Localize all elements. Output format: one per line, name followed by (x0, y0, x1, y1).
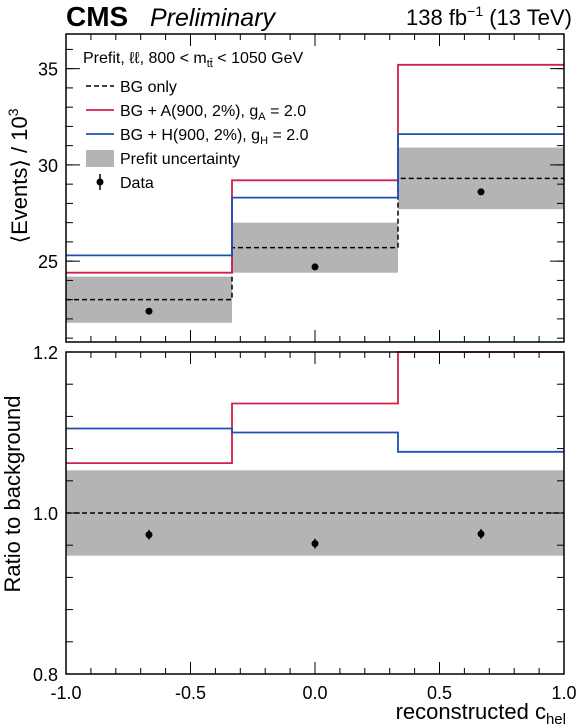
top-signal-H-line (66, 133, 564, 257)
top-panel: 25 30 35 (38, 33, 565, 343)
legend-data-marker (96, 178, 104, 186)
legend-bg-label: BG only (120, 79, 177, 96)
top-data-point-2 (477, 188, 485, 196)
top-signal-A-line (66, 63, 564, 274)
bottom-x-tick-label-0: -1.0 (50, 683, 81, 703)
top-y-tick-label-1: 30 (38, 156, 58, 176)
legend-signal-h-label: BG + H(900, 2%), gH = 2.0 (120, 127, 309, 147)
lumi-label: 138 fb−1 (13 TeV) (406, 3, 572, 30)
bottom-data-point-1 (311, 540, 319, 548)
top-bg-line (66, 177, 564, 301)
top-data-point-1 (311, 263, 319, 271)
bottom-panel: -1.0 -0.5 0.0 0.5 1.0 0.8 1.0 1.2 (33, 343, 577, 703)
bottom-x-tick-label-2: 0.0 (302, 683, 327, 703)
bottom-y-tick-label-1: 1.0 (33, 504, 58, 524)
bottom-data-point-0 (145, 531, 153, 539)
bottom-uncertainty-bin-2 (397, 470, 564, 556)
x-axis-title: reconstructed chel (396, 699, 566, 726)
legend-signal-a-label: BG + A(900, 2%), gA = 2.0 (120, 103, 306, 123)
selection-annotation: Prefit, ℓℓ, 800 < mtt̄ < 1050 GeV (83, 50, 303, 70)
bottom-y-axis-title: Ratio to background (0, 396, 25, 593)
legend: BG only BG + A(900, 2%), gA = 2.0 BG + H… (86, 79, 309, 192)
cms-label: CMS (66, 1, 128, 32)
legend-data-label: Data (120, 175, 154, 192)
top-y-tick-label-0: 25 (38, 252, 58, 272)
bottom-signal-H-line (66, 427, 564, 453)
bottom-y-tick-label-0: 0.8 (33, 665, 58, 685)
top-y-axis-title: ⟨Events⟩ / 103 (5, 108, 32, 243)
legend-uncertainty-marker (86, 150, 114, 167)
legend-uncertainty-label: Prefit uncertainty (120, 151, 240, 168)
top-y-tick-label-2: 35 (38, 60, 58, 80)
bottom-data-point-2 (477, 530, 485, 538)
bottom-y-tick-label-2: 1.2 (33, 343, 58, 363)
status-label: Preliminary (150, 4, 277, 32)
bottom-x-tick-label-1: -0.5 (175, 683, 206, 703)
bottom-signal-A-line (66, 351, 564, 464)
bottom-x-tick-label-4: 1.0 (551, 683, 576, 703)
bottom-x-tick-label-3: 0.5 (427, 683, 452, 703)
top-data-point-0 (145, 307, 153, 315)
